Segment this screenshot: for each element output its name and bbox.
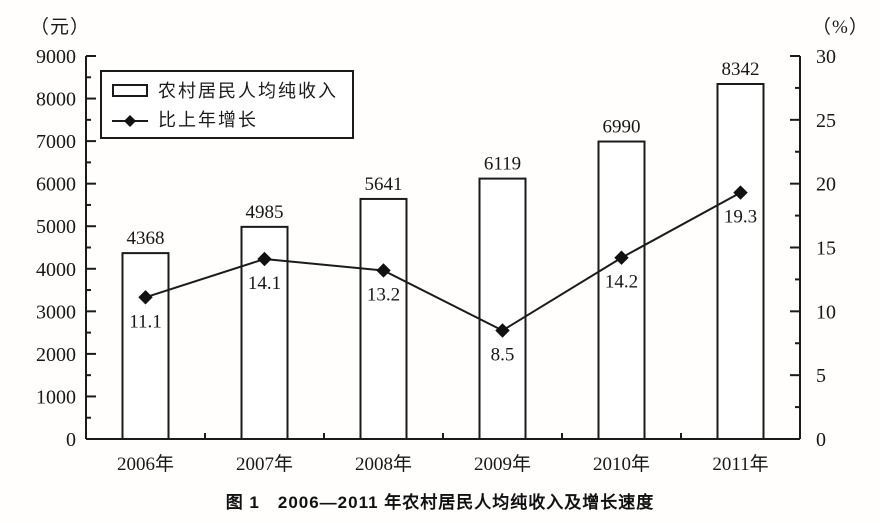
right-axis-tick-label: 15 — [816, 238, 836, 260]
bar-value-label: 4985 — [246, 202, 284, 223]
diamond-line-swatch-icon — [112, 112, 148, 127]
growth-value-label: 14.1 — [248, 273, 281, 294]
bar-value-label: 6119 — [484, 154, 521, 175]
growth-point-marker — [733, 185, 748, 200]
left-axis-tick-label: 9000 — [36, 46, 76, 68]
x-axis-category-label: 2010年 — [593, 453, 650, 475]
growth-value-label: 14.2 — [605, 272, 638, 293]
legend-item-income: 农村居民人均纯收入 — [112, 77, 344, 103]
legend: 农村居民人均纯收入 比上年增长 — [100, 70, 354, 139]
legend-growth-label: 比上年增长 — [158, 110, 258, 130]
right-axis-tick-label: 20 — [816, 174, 836, 196]
right-axis-tick-label: 25 — [816, 110, 836, 132]
left-axis-tick-label: 7000 — [36, 131, 76, 153]
growth-point-marker — [138, 290, 153, 305]
bar-value-label: 6990 — [603, 117, 641, 138]
left-axis-tick-label: 0 — [66, 429, 76, 451]
bar-value-label: 4368 — [127, 228, 165, 249]
bar-value-label: 8342 — [722, 59, 760, 80]
left-axis-tick-label: 5000 — [36, 216, 76, 238]
left-axis-tick-label: 6000 — [36, 174, 76, 196]
x-axis-category-label: 2006年 — [117, 453, 174, 475]
right-axis-unit-label: （%） — [812, 17, 869, 38]
right-axis-tick-label: 5 — [816, 365, 826, 387]
income-bar — [121, 252, 170, 440]
income-bar — [478, 177, 527, 440]
legend-income-label: 农村居民人均纯收入 — [158, 81, 338, 101]
growth-value-label: 11.1 — [129, 311, 162, 332]
bar-value-label: 5641 — [365, 174, 403, 195]
x-axis-category-label: 2007年 — [236, 453, 293, 475]
left-axis-unit-label: （元） — [30, 17, 91, 38]
growth-value-label: 13.2 — [367, 284, 400, 305]
right-axis-tick-label: 30 — [816, 46, 836, 68]
x-axis-category-label: 2008年 — [355, 453, 412, 475]
right-axis-tick-label: 10 — [816, 301, 836, 323]
left-axis-tick-label: 2000 — [36, 344, 76, 366]
right-axis-tick-label: 0 — [816, 429, 826, 451]
growth-line — [145, 191, 741, 332]
income-bar — [359, 197, 408, 440]
left-axis-tick-label: 3000 — [36, 301, 76, 323]
left-axis-tick-label: 1000 — [36, 386, 76, 408]
left-axis-tick-label: 8000 — [36, 89, 76, 111]
growth-point-marker — [614, 250, 629, 265]
growth-point-marker — [257, 251, 272, 267]
x-axis-category-label: 2011年 — [712, 453, 768, 475]
bar-swatch-icon — [112, 83, 148, 97]
growth-point-marker — [495, 323, 510, 338]
figure-caption: 图 1 2006—2011 年农村居民人均纯收入及增长速度 — [225, 493, 655, 512]
income-bar — [716, 83, 765, 440]
left-axis-tick-label: 4000 — [36, 259, 76, 281]
growth-value-label: 19.3 — [724, 207, 757, 228]
growth-point-marker — [376, 263, 391, 278]
legend-item-growth: 比上年增长 — [112, 106, 344, 132]
growth-value-label: 8.5 — [491, 344, 515, 365]
x-axis-category-label: 2009年 — [474, 453, 531, 475]
